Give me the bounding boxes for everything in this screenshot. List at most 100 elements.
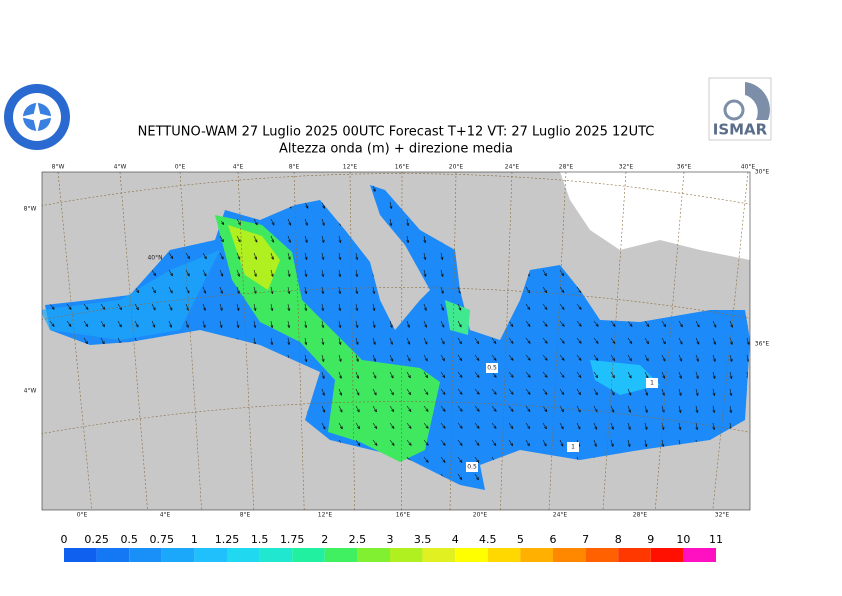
arrow <box>542 303 548 310</box>
arrow <box>661 371 666 379</box>
lon-label: 12°E <box>343 164 358 171</box>
colorbar-box <box>683 548 716 562</box>
arrow <box>491 337 497 344</box>
arrow <box>372 405 377 413</box>
arrow <box>576 320 582 327</box>
arrow <box>185 320 189 328</box>
arrow <box>661 388 665 396</box>
arrow <box>66 303 72 310</box>
arrow <box>389 320 393 328</box>
arrow <box>610 371 615 379</box>
arrow <box>321 252 325 261</box>
arrow <box>423 303 427 311</box>
graticule-line <box>654 172 685 510</box>
colorbar-label: 0.75 <box>150 533 175 546</box>
arrow <box>185 269 190 277</box>
arrow <box>83 320 89 328</box>
arrow <box>508 388 514 395</box>
arrow <box>440 371 446 379</box>
arrow <box>287 337 291 346</box>
arrow <box>253 252 257 260</box>
arrow <box>287 252 291 260</box>
arrow <box>576 354 582 361</box>
arrow <box>474 371 480 378</box>
arrow <box>389 371 394 379</box>
arrow <box>729 320 733 328</box>
arrow <box>355 303 359 312</box>
graticule-line <box>57 172 93 510</box>
arrow <box>406 405 412 412</box>
arrow <box>525 422 531 430</box>
arrow <box>559 354 565 361</box>
arrow <box>423 439 429 446</box>
arrow <box>66 320 72 327</box>
arrow <box>423 388 429 396</box>
arrow <box>287 269 291 277</box>
arrow <box>729 371 733 379</box>
arrow <box>270 218 275 226</box>
arrow <box>202 252 207 260</box>
arrow <box>253 269 257 277</box>
arrow <box>576 422 581 430</box>
arrow <box>440 286 444 294</box>
graticule-line <box>293 172 305 510</box>
arrow <box>423 456 429 463</box>
arrow <box>593 354 599 361</box>
arrow <box>695 388 699 396</box>
arrow <box>525 388 531 395</box>
arrow <box>712 388 716 397</box>
graticule-line <box>42 401 750 434</box>
arrow <box>202 269 207 277</box>
arrow <box>389 218 393 227</box>
arrow <box>542 269 547 277</box>
colorbar-label: 2 <box>321 533 328 546</box>
lon-label: 28°E <box>559 164 574 171</box>
arrow <box>644 320 650 328</box>
graticule-line <box>349 172 355 510</box>
arrow <box>406 218 410 227</box>
arrow <box>321 201 325 209</box>
arrow <box>236 320 240 329</box>
arrow <box>610 354 616 362</box>
arrow <box>304 354 308 363</box>
arrow <box>627 371 632 379</box>
arrow <box>525 303 531 311</box>
contour-label-bg <box>486 363 498 373</box>
arrow <box>712 320 717 328</box>
arrow <box>457 337 462 345</box>
arrow <box>712 422 716 431</box>
arrow <box>185 252 191 260</box>
arrow <box>389 354 394 362</box>
colorbar-label: 10 <box>676 533 690 546</box>
graticule-line <box>237 172 255 510</box>
colorbar-box <box>194 548 227 562</box>
arrow <box>729 354 733 362</box>
arrow <box>304 320 308 329</box>
arrow <box>372 286 376 295</box>
colorbar-box <box>585 548 619 562</box>
arrow <box>151 320 156 328</box>
contour-label: 1 <box>650 380 654 387</box>
arrow <box>559 371 565 378</box>
coord-label: 40°N <box>147 255 162 262</box>
arrow <box>695 405 699 414</box>
arrow <box>236 235 241 243</box>
lon-label: 40°E <box>741 164 756 171</box>
arrow <box>219 252 224 260</box>
arrow <box>440 269 444 277</box>
arrow <box>525 439 530 447</box>
arrow <box>423 252 427 261</box>
arrow <box>304 252 308 260</box>
arrow <box>253 235 258 243</box>
subtitle: Altezza onda (m) + direzione media <box>279 142 513 157</box>
arrow <box>678 354 683 362</box>
arrow <box>219 320 223 328</box>
contour-label: 0.5 <box>487 365 497 372</box>
arrow <box>644 388 648 396</box>
arrow <box>627 320 633 327</box>
arrow <box>270 269 274 277</box>
contour-label: 0.5 <box>467 464 477 471</box>
colorbar-box <box>96 548 130 562</box>
arrow <box>338 405 343 413</box>
arrow <box>389 388 394 396</box>
